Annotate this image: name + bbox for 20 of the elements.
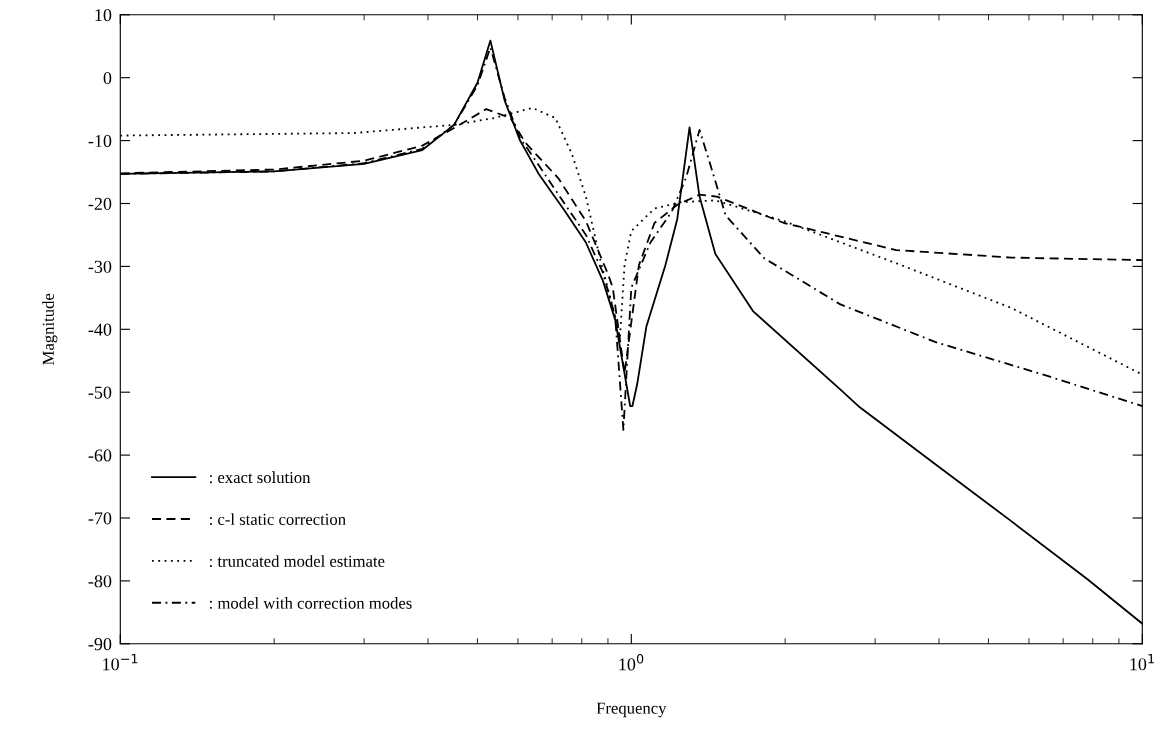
y-tick-label: -60 (88, 449, 112, 462)
legend-label: : exact solution (209, 471, 311, 484)
y-tick-label: -70 (88, 512, 112, 525)
legend-label: : truncated model estimate (209, 555, 385, 567)
y-tick-label: -50 (88, 386, 112, 399)
x-tick-label: 10$^{0}$ (619, 654, 644, 671)
legend-label: : c-l static correction (209, 513, 346, 526)
y-tick-label: -90 (88, 638, 112, 651)
x-tick-label: 10$^{1}$ (1130, 654, 1154, 671)
y-tick-label: -80 (88, 575, 112, 588)
x-axis-title: Frequency (596, 702, 667, 718)
y-tick-label: 0 (103, 71, 112, 85)
legend-label: : model with correction modes (209, 597, 412, 609)
y-tick-label: -30 (88, 260, 112, 273)
y-axis-title: Magnitude (42, 293, 58, 365)
y-tick-label: -10 (88, 134, 112, 148)
x-tick-label: 10$^{−1}$ (103, 654, 138, 671)
y-tick-label: -40 (88, 323, 112, 336)
y-tick-label: -20 (88, 197, 112, 210)
y-tick-label: 10 (95, 9, 112, 22)
